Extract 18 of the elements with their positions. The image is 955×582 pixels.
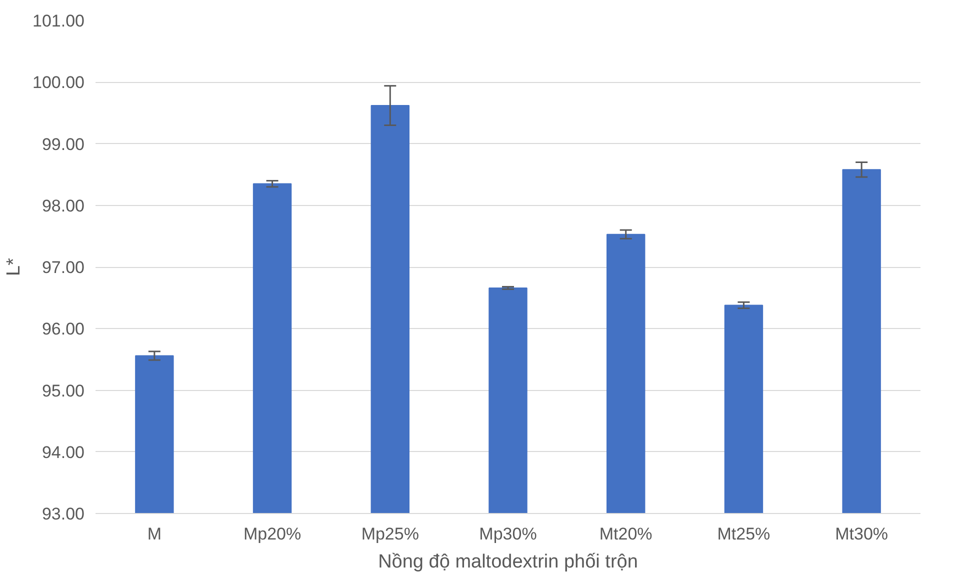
y-axis-title: L* [4,257,25,276]
x-tick-label: Mp20% [243,524,302,544]
y-tick-label: 96.00 [42,320,85,339]
x-tick-label: M [147,524,162,544]
y-tick-label: 93.00 [42,504,85,524]
x-tick-label: Mt20% [599,524,652,544]
x-axis-title: Nồng độ maltodextrin phối trộn [378,552,638,572]
x-tick-label: Mp30% [479,524,537,544]
x-tick-label: Mt25% [717,524,770,544]
x-tick-label: Mt30% [835,524,888,544]
y-tick-label: 98.00 [42,196,85,216]
x-tick-label: Mp25% [361,524,419,544]
y-tick-label: 99.00 [42,134,85,154]
y-tick-label: 95.00 [42,381,85,400]
y-tick-label: 101.00 [32,12,85,30]
y-tick-label: 94.00 [42,442,85,462]
y-tick-label: 100.00 [32,73,85,92]
y-tick-label: 97.00 [42,258,85,277]
